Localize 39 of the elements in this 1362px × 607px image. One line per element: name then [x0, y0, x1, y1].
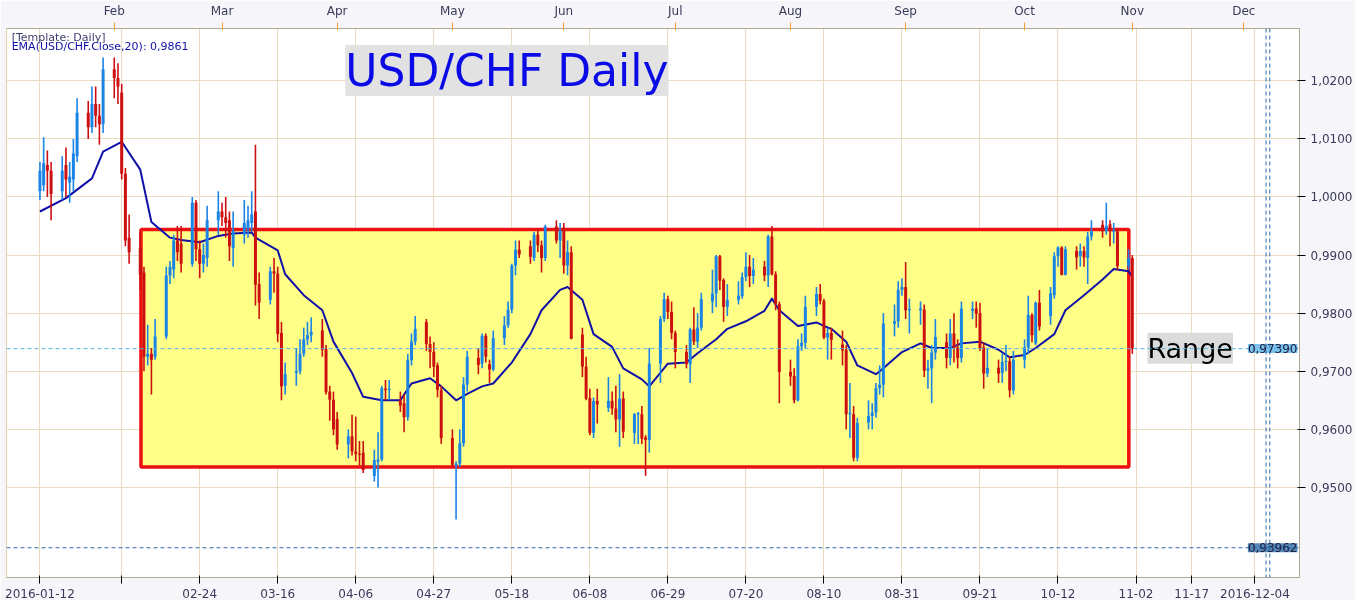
x2-tick-label: Aug	[778, 3, 803, 18]
chart-title: USD/CHF Daily	[345, 44, 669, 96]
x-tick-label: 11-02	[1118, 586, 1154, 601]
x2-tick-label: May	[439, 3, 465, 18]
x2-tick-label: Jun	[553, 3, 574, 18]
band-label: Range	[1147, 332, 1233, 364]
y-tick-label: 0,9600	[1310, 422, 1353, 437]
y-tick-label: 1,0100	[1310, 132, 1353, 147]
x-tick-label: 06-29	[650, 586, 686, 601]
x2-tick-label: Feb	[103, 3, 125, 18]
y-tick-label: 0,9700	[1310, 364, 1353, 379]
x-tick-label: 10-12	[1040, 586, 1076, 601]
x-tick-label: 11-17	[1174, 586, 1210, 601]
y-tick-label: 0,9900	[1310, 248, 1353, 263]
x-tick-label: 07-20	[728, 586, 764, 601]
x2-tick-label: Oct	[1014, 3, 1036, 18]
x-tick-label: 2016-12-04	[1220, 586, 1290, 601]
x2-tick-label: Dec	[1232, 3, 1256, 18]
ref-line-label: 0,93962	[1247, 541, 1298, 556]
y-tick-label: 1,0000	[1310, 190, 1353, 205]
x2-tick-label: Nov	[1120, 3, 1145, 18]
y-tick-label: 0,9800	[1310, 306, 1353, 321]
y-tick-label: 1,0200	[1310, 74, 1353, 89]
y-tick-label: 0,9500	[1310, 480, 1353, 495]
x-tick-label: 03-16	[260, 586, 296, 601]
x-tick-label: 04-27	[416, 586, 452, 601]
x-tick-label: 09-21	[962, 586, 998, 601]
x-tick-label: 08-10	[806, 586, 842, 601]
x2-tick-label: Apr	[326, 3, 348, 18]
x-tick-label: 05-18	[494, 586, 530, 601]
x-tick-label: 08-31	[884, 586, 920, 601]
x-tick-label: 06-08	[572, 586, 608, 601]
x-tick-label: 04-06	[338, 586, 374, 601]
ref-line-label: 0,97390	[1247, 342, 1298, 357]
x-tick-label: 02-24	[182, 586, 218, 601]
x2-tick-label: Sep	[894, 3, 917, 18]
x-tick-label: 2016-01-12	[5, 586, 75, 601]
x2-tick-label: Jul	[667, 3, 683, 18]
x2-tick-label: Mar	[210, 3, 234, 18]
